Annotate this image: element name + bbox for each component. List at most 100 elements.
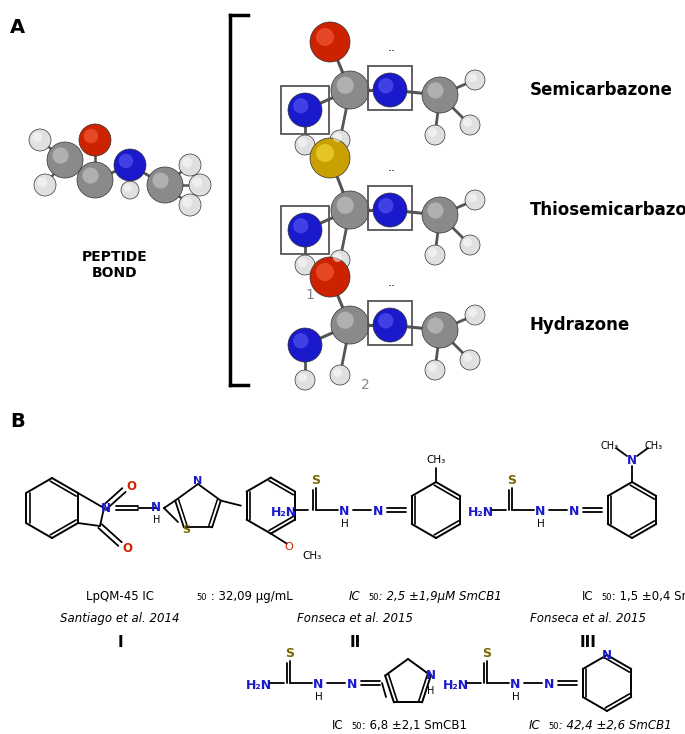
Text: H: H bbox=[153, 515, 161, 525]
Ellipse shape bbox=[310, 257, 350, 297]
Text: : 32,09 μg/mL: : 32,09 μg/mL bbox=[207, 590, 292, 603]
Ellipse shape bbox=[333, 368, 342, 377]
Text: H: H bbox=[341, 519, 349, 529]
Text: O: O bbox=[122, 542, 132, 554]
Text: S: S bbox=[286, 647, 295, 660]
Ellipse shape bbox=[330, 250, 350, 270]
Text: O: O bbox=[126, 479, 136, 493]
Ellipse shape bbox=[293, 218, 308, 233]
Ellipse shape bbox=[468, 308, 477, 317]
Ellipse shape bbox=[152, 172, 169, 189]
Ellipse shape bbox=[465, 70, 485, 90]
Ellipse shape bbox=[468, 73, 477, 82]
Text: Semicarbazone: Semicarbazone bbox=[530, 81, 673, 99]
Text: CH₃: CH₃ bbox=[601, 441, 619, 451]
Ellipse shape bbox=[310, 138, 350, 178]
Ellipse shape bbox=[427, 317, 444, 334]
Text: N: N bbox=[510, 677, 520, 691]
Text: : 6,8 ±2,1 SmCB1: : 6,8 ±2,1 SmCB1 bbox=[358, 719, 467, 732]
Ellipse shape bbox=[331, 306, 369, 344]
Ellipse shape bbox=[425, 360, 445, 380]
Ellipse shape bbox=[182, 157, 192, 167]
Ellipse shape bbox=[463, 118, 472, 127]
Ellipse shape bbox=[373, 308, 407, 342]
Ellipse shape bbox=[373, 73, 407, 107]
Text: CH₃: CH₃ bbox=[303, 550, 322, 561]
Ellipse shape bbox=[293, 98, 308, 114]
Text: Fonseca et al. 2015: Fonseca et al. 2015 bbox=[530, 612, 646, 625]
Ellipse shape bbox=[147, 167, 183, 203]
Text: N: N bbox=[373, 504, 383, 517]
Bar bbox=[281, 86, 329, 134]
Text: S: S bbox=[312, 473, 321, 487]
Ellipse shape bbox=[422, 312, 458, 348]
Text: N: N bbox=[569, 504, 580, 517]
Text: S: S bbox=[482, 647, 492, 660]
Ellipse shape bbox=[333, 253, 342, 262]
Text: III: III bbox=[580, 635, 597, 650]
Ellipse shape bbox=[295, 255, 315, 275]
Text: ··: ·· bbox=[388, 165, 396, 178]
Text: B: B bbox=[10, 412, 25, 431]
Ellipse shape bbox=[288, 213, 322, 247]
Ellipse shape bbox=[330, 130, 350, 150]
Text: IC: IC bbox=[529, 719, 541, 732]
Text: IC: IC bbox=[582, 590, 594, 603]
Text: A: A bbox=[10, 18, 25, 37]
Text: O: O bbox=[284, 542, 293, 551]
Text: : 2,5 ±1,9μM SmCB1: : 2,5 ±1,9μM SmCB1 bbox=[375, 590, 501, 603]
Text: PEPTIDE
BOND: PEPTIDE BOND bbox=[82, 250, 148, 280]
Text: H₂N: H₂N bbox=[246, 678, 272, 691]
Text: N: N bbox=[602, 649, 612, 661]
Text: S: S bbox=[182, 526, 190, 535]
Text: CH₃: CH₃ bbox=[645, 441, 663, 451]
Text: CH₃: CH₃ bbox=[426, 455, 446, 465]
Text: I: I bbox=[117, 635, 123, 650]
Text: H₂N: H₂N bbox=[443, 678, 469, 691]
Ellipse shape bbox=[337, 197, 353, 214]
Ellipse shape bbox=[373, 193, 407, 227]
Text: N: N bbox=[313, 677, 323, 691]
Ellipse shape bbox=[34, 174, 56, 196]
Ellipse shape bbox=[29, 129, 51, 151]
Text: H₂N: H₂N bbox=[468, 506, 494, 518]
Text: N: N bbox=[339, 504, 349, 517]
Ellipse shape bbox=[463, 353, 472, 362]
Bar bbox=[368, 186, 412, 230]
Ellipse shape bbox=[337, 77, 353, 94]
Ellipse shape bbox=[460, 235, 480, 255]
Text: S: S bbox=[508, 473, 516, 487]
Ellipse shape bbox=[422, 77, 458, 113]
Text: H: H bbox=[537, 519, 545, 529]
Ellipse shape bbox=[179, 194, 201, 216]
Ellipse shape bbox=[84, 128, 98, 143]
Text: N: N bbox=[627, 454, 637, 467]
Ellipse shape bbox=[298, 138, 307, 147]
Ellipse shape bbox=[330, 365, 350, 385]
Ellipse shape bbox=[422, 197, 458, 233]
Text: 50: 50 bbox=[601, 593, 612, 602]
Text: 50: 50 bbox=[351, 722, 362, 731]
Ellipse shape bbox=[288, 328, 322, 362]
Text: IC: IC bbox=[332, 719, 344, 732]
Ellipse shape bbox=[468, 193, 477, 202]
Text: LpQM-45 IC: LpQM-45 IC bbox=[86, 590, 154, 603]
Text: 50: 50 bbox=[196, 593, 206, 602]
Text: Hydrazone: Hydrazone bbox=[530, 316, 630, 334]
Ellipse shape bbox=[428, 363, 437, 372]
Ellipse shape bbox=[189, 174, 211, 196]
Text: Thiosemicarbazone: Thiosemicarbazone bbox=[530, 201, 685, 219]
Ellipse shape bbox=[427, 82, 444, 98]
Ellipse shape bbox=[288, 93, 322, 127]
Ellipse shape bbox=[295, 370, 315, 390]
Ellipse shape bbox=[298, 258, 307, 267]
Ellipse shape bbox=[465, 305, 485, 325]
Ellipse shape bbox=[37, 178, 47, 187]
Text: H₂N: H₂N bbox=[271, 506, 297, 518]
Bar bbox=[281, 206, 329, 254]
Ellipse shape bbox=[425, 245, 445, 265]
Text: ··: ·· bbox=[388, 46, 396, 59]
Text: IC: IC bbox=[349, 590, 361, 603]
Ellipse shape bbox=[428, 248, 437, 257]
Text: 50: 50 bbox=[548, 722, 558, 731]
